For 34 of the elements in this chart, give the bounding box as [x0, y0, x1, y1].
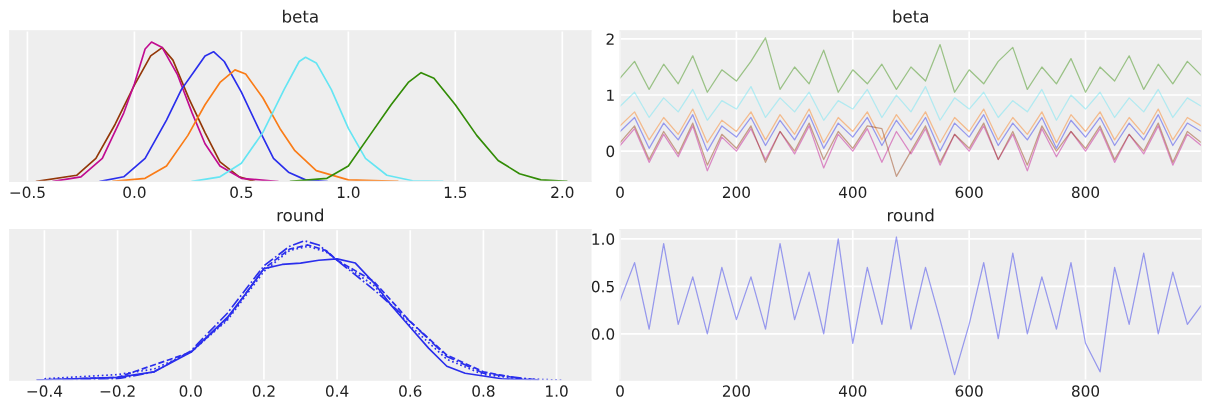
x-tick-label: 0.0	[179, 385, 202, 397]
chart-title: round	[887, 208, 934, 222]
x-tick-label: 0.5	[230, 186, 253, 199]
chart-title: beta	[893, 9, 928, 23]
x-tick-label: 800	[1071, 186, 1100, 199]
y-tick-label: 0.5	[591, 280, 614, 293]
x-tick-label: 1.0	[546, 385, 568, 397]
x-tick-label: 0	[616, 385, 624, 397]
x-tick-label: 200	[722, 186, 750, 199]
x-tick-label: −0.5	[10, 186, 45, 199]
y-tick-label: 0.0	[591, 328, 615, 340]
x-tick-label: 400	[838, 385, 867, 397]
x-tick-label: 0.4	[325, 385, 349, 397]
x-tick-label: 0.6	[399, 385, 422, 397]
x-tick-label: 800	[1071, 385, 1100, 397]
x-tick-label: 2.0	[551, 186, 574, 199]
x-tick-label: −0.4	[27, 385, 63, 397]
x-tick-label: 0.2	[252, 385, 275, 397]
chart-title: round	[277, 208, 323, 222]
y-tick-label: 0	[606, 145, 615, 158]
x-tick-label: 0	[616, 186, 624, 199]
x-tick-label: −0.2	[100, 385, 135, 397]
x-tick-label: 1.5	[444, 186, 467, 199]
x-tick-label: 600	[955, 385, 983, 397]
y-tick-label: 1	[607, 89, 614, 101]
x-tick-label: 600	[955, 186, 983, 199]
x-tick-label: 0.0	[123, 186, 146, 199]
y-tick-label: 1.0	[592, 233, 615, 245]
x-tick-label: 1.0	[337, 186, 360, 199]
x-tick-label: 0.8	[472, 385, 495, 397]
x-tick-label: 200	[722, 385, 750, 397]
y-tick-label: 2	[606, 33, 614, 45]
x-tick-label: 400	[838, 186, 867, 199]
chart-title: beta	[283, 9, 318, 23]
